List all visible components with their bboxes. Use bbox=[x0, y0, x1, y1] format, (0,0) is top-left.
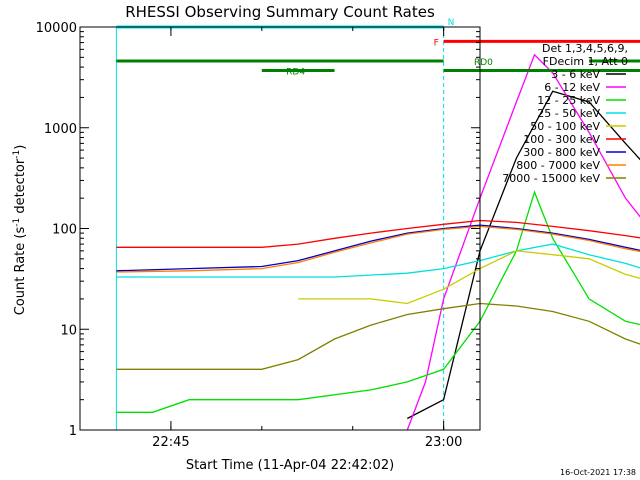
series-line-0 bbox=[407, 90, 640, 420]
legend-label-1: 6 - 12 keV bbox=[544, 81, 600, 94]
legend-header-1: FDecim 1, Att 0 bbox=[543, 55, 628, 68]
y-tick-label-4: 10000 bbox=[36, 21, 77, 36]
legend-label-6: 300 - 800 keV bbox=[523, 146, 600, 159]
y-tick-label-3: 1000 bbox=[44, 122, 77, 137]
series-line-4 bbox=[298, 250, 640, 305]
flag-label-rd4: RD4 bbox=[286, 68, 305, 78]
series-line-1 bbox=[406, 53, 640, 431]
series-line-7 bbox=[116, 225, 640, 273]
series-line-6 bbox=[116, 224, 640, 272]
x-axis-label: Start Time (11-Apr-04 22:42:02) bbox=[186, 458, 394, 473]
series-line-8 bbox=[116, 302, 640, 370]
legend-label-5: 100 - 300 keV bbox=[523, 133, 600, 146]
legend-label-4: 50 - 100 keV bbox=[530, 120, 600, 133]
flag-label-n: N bbox=[448, 18, 455, 28]
chart-title: RHESSI Observing Summary Count Rates bbox=[125, 3, 435, 21]
y-tick-label-1: 10 bbox=[60, 323, 77, 338]
legend-header-0: Det 1,3,4,5,6,9, bbox=[542, 42, 628, 55]
legend-label-8: 7000 - 15000 keV bbox=[502, 172, 600, 185]
legend-label-0: 3 - 6 keV bbox=[551, 68, 600, 81]
legend-label-2: 12 - 25 keV bbox=[537, 94, 600, 107]
flag-label-rd0: RD0 bbox=[474, 58, 493, 68]
legend-label-7: 800 - 7000 keV bbox=[516, 159, 600, 172]
footer-date: 16-Oct-2021 17:38 bbox=[560, 468, 636, 477]
flag-label-f: F bbox=[434, 38, 439, 48]
x-tick-label-0: 22:45 bbox=[152, 435, 189, 450]
series-line-5 bbox=[116, 219, 640, 248]
legend-label-3: 25 - 50 keV bbox=[537, 107, 600, 120]
series-line-2 bbox=[116, 190, 640, 413]
y-tick-label-0: 1 bbox=[69, 424, 77, 439]
x-tick-label-1: 23:00 bbox=[425, 435, 462, 450]
y-axis-label: Count Rate (s-1 detector-1) bbox=[12, 145, 28, 316]
series-line-3 bbox=[116, 243, 640, 278]
y-tick-label-2: 100 bbox=[52, 223, 77, 238]
